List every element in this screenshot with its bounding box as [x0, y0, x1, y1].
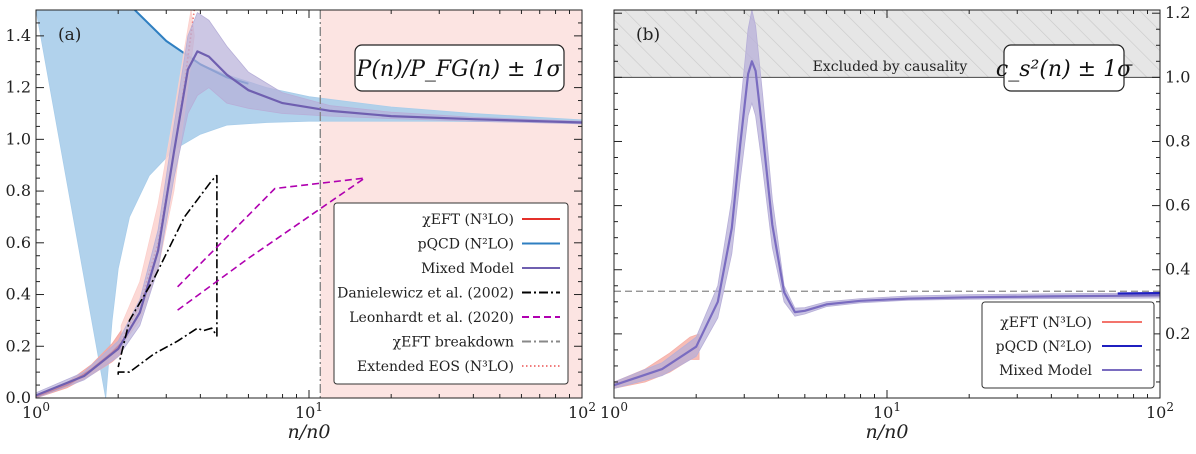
panel-a-axes: 0.0 0.2 0.4 0.6 0.8 1.0 1.2 1.4 100 101 102: [6, 9, 596, 422]
legend-a-label: Danielewicz et al. (2002): [337, 286, 514, 302]
series-line-mixed-b: [614, 60, 1160, 387]
panel-b-xtick-label: 101: [873, 400, 901, 422]
panel-a-title-box: P(n)/P_FG(n) ± 1σ: [354, 44, 565, 92]
panel-a-legend-frame: [333, 202, 569, 385]
legend-b-label: pQCD (N²LO): [996, 339, 1092, 355]
legend-a-label: χEFT breakdown: [393, 335, 514, 351]
panel-b: 0.2 0.4 0.6 0.8 1.0 1.2 100 101 102 (b) n/n0 Exc…: [600, 3, 1190, 443]
legend-a-label: Extended EOS (N³LO): [357, 359, 514, 375]
panel-b-ytick-label: 0.2: [1165, 324, 1190, 343]
panel-a-ytick-label: 0.2: [6, 336, 31, 355]
band-mixed: [36, 11, 582, 398]
panel-b-legend: χEFT (N³LO) pQCD (N²LO) Mixed Model: [981, 301, 1155, 389]
legend-a-label: Mixed Model: [421, 261, 514, 277]
panel-b-tag: (b): [636, 25, 660, 45]
panel-a-title: P(n)/P_FG(n) ± 1σ: [356, 57, 563, 82]
panel-b-ytick-label: 0.8: [1165, 131, 1190, 150]
legend-a-label: χEFT (N³LO): [422, 212, 514, 228]
panel-a-xtick-label: 101: [295, 400, 323, 422]
panel-a-title-box-frame: [354, 44, 565, 92]
panel-a-legend: χEFT (N³LO) pQCD (N²LO) Mixed Model Daniele…: [333, 202, 569, 385]
legend-b-label: χEFT (N³LO): [1000, 315, 1092, 331]
legend-a-label: Leonhardt et al. (2020): [349, 310, 514, 326]
panel-b-xtick-label: 102: [1146, 400, 1174, 422]
series-line-danielewicz: [117, 174, 218, 375]
panel-b-plot-area: [614, 10, 1160, 389]
panel-b-ytick-label: 1.2: [1165, 3, 1190, 22]
panel-a-ytick-label: 0.6: [6, 233, 31, 252]
band-mixed-b: [614, 10, 1160, 389]
panel-b-title-box: c_s²(n) ± 1σ: [996, 44, 1133, 92]
panel-a-ytick-label: 1.2: [6, 78, 31, 97]
panel-a: 0.0 0.2 0.4 0.6 0.8 1.0 1.2 1.4 100 101 102 (a) n/…: [6, 9, 596, 443]
panel-a-ytick-label: 1.4: [6, 26, 31, 45]
series-line-mixed: [36, 50, 582, 397]
panel-b-axes: 0.2 0.4 0.6 0.8 1.0 1.2 100 101 102: [600, 3, 1190, 422]
panel-a-xtick-label: 100: [22, 400, 50, 422]
panel-a-ytick-label: 0.4: [6, 285, 31, 304]
panel-b-ytick-label: 0.4: [1165, 260, 1190, 279]
panel-b-xtick-label: 100: [600, 400, 628, 422]
panel-a-tag: (a): [58, 25, 81, 45]
legend-a-label: pQCD (N²LO): [418, 237, 514, 253]
series-line-leonhardt: [177, 177, 366, 311]
panel-a-xtick-label: 102: [568, 400, 596, 422]
panel-a-ytick-label: 0.8: [6, 181, 31, 200]
panel-b-title: c_s²(n) ± 1σ: [996, 57, 1133, 82]
panel-b-title-box-frame: [1003, 44, 1125, 92]
panel-a-ytick-label: 1.0: [6, 129, 31, 148]
panel-b-legend-frame: [981, 301, 1155, 389]
panel-a-plot-area: [36, 10, 582, 398]
legend-b-label: Mixed Model: [999, 363, 1092, 379]
panel-b-xlabel: n/n0: [866, 421, 909, 443]
panel-b-ytick-label: 1.0: [1165, 67, 1190, 86]
panel-a-ytick-label: 0.0: [6, 388, 31, 407]
panel-a-xlabel: n/n0: [288, 421, 331, 443]
excluded-region-label: Excluded by causality: [813, 59, 968, 75]
panel-b-ytick-label: 0.6: [1165, 196, 1190, 215]
